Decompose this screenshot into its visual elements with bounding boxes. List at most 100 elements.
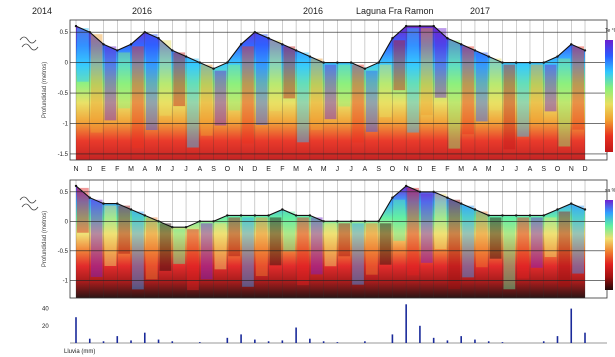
cond-cell bbox=[242, 217, 254, 287]
temp-cell bbox=[407, 28, 419, 133]
cond-cell bbox=[420, 193, 433, 263]
temp-cell bbox=[104, 46, 117, 121]
rain-bar bbox=[116, 336, 119, 343]
month-tick-label: S bbox=[541, 166, 546, 173]
temp-ytick-label: -0.5 bbox=[58, 91, 69, 97]
temp-cell bbox=[379, 64, 392, 118]
year-label-2017: 2017 bbox=[470, 6, 491, 16]
month-tick-label: N bbox=[73, 166, 78, 173]
cond-cell bbox=[77, 187, 89, 233]
cond-cell bbox=[159, 223, 172, 271]
temp-ytick-label: -1.5 bbox=[58, 152, 69, 158]
cond-wave-icon bbox=[19, 196, 37, 204]
temp-ylabel: Profundidad (metros) bbox=[42, 62, 48, 118]
temp-cell bbox=[544, 64, 557, 112]
cond-cell bbox=[173, 229, 186, 264]
temp-wave-icon-2 bbox=[21, 43, 39, 51]
temp-panel: 0.5 0 -0.5 -1 -1.5 Profundidad (metros) Te °C bbox=[19, 19, 615, 161]
temp-cell bbox=[503, 64, 516, 150]
year-label-2016a: 2016 bbox=[132, 6, 153, 16]
cond-cell bbox=[558, 211, 571, 287]
cond-cell bbox=[310, 217, 323, 275]
temp-cell bbox=[310, 58, 323, 130]
temp-cell bbox=[572, 46, 584, 130]
month-tick-label: A bbox=[528, 166, 533, 173]
rain-bar bbox=[474, 339, 476, 343]
cond-ylabel: Profundidad (metros) bbox=[42, 211, 48, 267]
temp-cell bbox=[283, 46, 296, 99]
rain-bar bbox=[75, 317, 77, 343]
cond-cell bbox=[448, 199, 461, 289]
year-label-2016b: 2016 bbox=[303, 6, 324, 16]
rain-ytick-label: 40 bbox=[42, 307, 49, 313]
cond-panel: 0.5 0 -0.5 -1 Profundidad (metros) sa % bbox=[19, 179, 615, 299]
temp-cell bbox=[324, 64, 337, 120]
cond-cell bbox=[283, 211, 296, 252]
cond-cell bbox=[338, 223, 351, 257]
month-tick-label: F bbox=[280, 166, 284, 173]
temp-cell bbox=[420, 28, 433, 116]
cond-cell bbox=[462, 205, 474, 278]
month-tick-label: N bbox=[404, 166, 409, 173]
cond-cell bbox=[132, 211, 144, 290]
month-tick-label: M bbox=[293, 166, 299, 173]
rain-bar bbox=[309, 338, 311, 343]
rain-bar bbox=[584, 332, 586, 343]
cond-cell bbox=[393, 199, 406, 241]
cond-cell bbox=[407, 187, 419, 276]
month-tick-label: A bbox=[197, 166, 202, 173]
rain-bar bbox=[570, 308, 573, 343]
cond-cell bbox=[118, 205, 131, 254]
temp-ytick-label: 0 bbox=[65, 61, 69, 67]
rain-bar bbox=[432, 337, 435, 343]
cond-cell bbox=[214, 223, 227, 270]
month-tick-label: D bbox=[417, 166, 422, 173]
rain-bar bbox=[254, 339, 256, 343]
month-tick-label: D bbox=[582, 166, 587, 173]
cond-cell bbox=[90, 199, 103, 277]
rain-bar bbox=[446, 340, 449, 343]
month-tick-label: F bbox=[445, 166, 449, 173]
month-tick-label: O bbox=[225, 166, 231, 173]
cond-ytick-label: -0.5 bbox=[58, 249, 69, 255]
month-tick-label: M bbox=[321, 166, 327, 173]
month-tick-label: D bbox=[252, 166, 257, 173]
temp-cell bbox=[228, 64, 241, 111]
temp-legend-label: Te °C bbox=[605, 28, 615, 34]
temp-cell bbox=[145, 34, 158, 131]
temp-cell bbox=[132, 46, 144, 149]
cond-cell bbox=[269, 217, 282, 266]
rain-bar bbox=[171, 341, 174, 343]
rain-bar bbox=[391, 334, 394, 343]
rain-bar bbox=[199, 342, 201, 343]
temp-ytick-label: 0.5 bbox=[60, 30, 69, 36]
month-tick-label: J bbox=[514, 166, 518, 173]
month-tick-label: S bbox=[211, 166, 216, 173]
month-tick-label: M bbox=[156, 166, 162, 173]
month-tick-label: J bbox=[184, 166, 188, 173]
month-tick-label: A bbox=[363, 166, 368, 173]
month-tick-label: A bbox=[142, 166, 147, 173]
rain-xlabel: Lluvia (mm) bbox=[64, 349, 95, 355]
month-tick-label: M bbox=[458, 166, 464, 173]
temp-cell bbox=[77, 28, 89, 82]
chart-title: Laguna Fra Ramon bbox=[356, 6, 434, 16]
cond-cell bbox=[572, 205, 584, 274]
month-tick-label: O bbox=[555, 166, 561, 173]
rain-bar bbox=[226, 337, 229, 343]
temp-cell bbox=[187, 58, 199, 148]
temp-cell bbox=[393, 40, 406, 91]
rain-bar bbox=[419, 325, 421, 343]
temp-cell bbox=[365, 70, 378, 132]
cond-cell bbox=[324, 223, 337, 267]
temp-cell bbox=[242, 46, 254, 144]
cond-legend-label: sa % bbox=[605, 188, 615, 194]
temp-wave-icon bbox=[19, 36, 37, 44]
rain-bar bbox=[322, 341, 325, 343]
rain-bar bbox=[281, 340, 284, 343]
temp-cell bbox=[558, 58, 571, 147]
temp-cell bbox=[118, 52, 131, 109]
month-tick-label: J bbox=[349, 166, 353, 173]
temp-cell bbox=[200, 64, 213, 136]
